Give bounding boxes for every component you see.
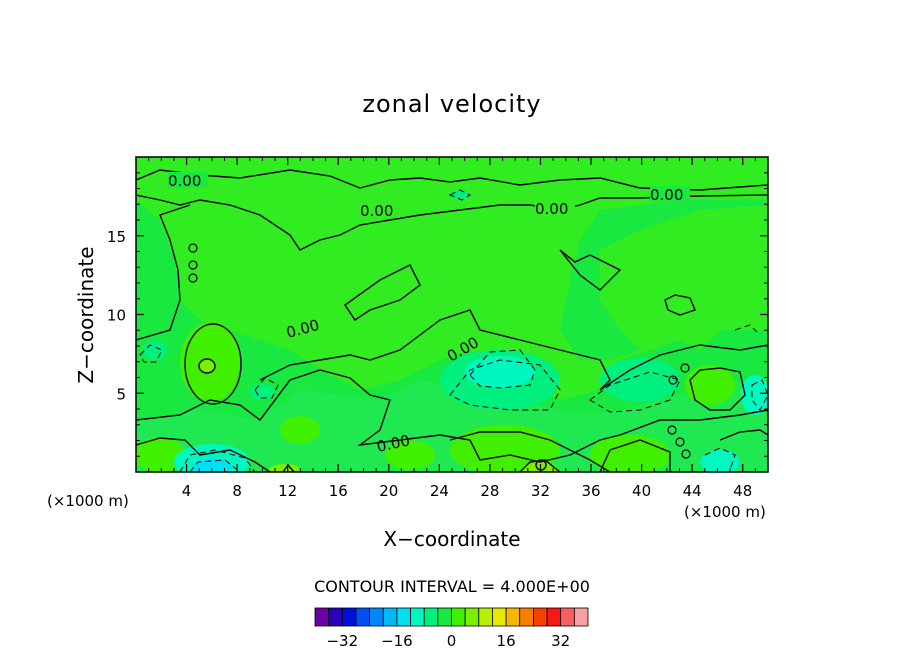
colorbar: −32 −16 0 16 32	[314, 607, 589, 650]
x-tick-label: 4	[182, 482, 192, 500]
y-tick-label: 10	[107, 307, 126, 325]
y-tick-label: 5	[116, 385, 126, 403]
colorbar-tick-label: 16	[497, 632, 516, 650]
x-tick-label: 44	[683, 482, 702, 500]
x-tick-label: 8	[232, 482, 242, 500]
colorbar-swatch	[478, 607, 493, 627]
contour-interval-label: CONTOUR INTERVAL = 4.000E+00	[314, 577, 590, 596]
colorbar-tick-label: 32	[551, 632, 570, 650]
colorbar-swatch	[492, 607, 507, 627]
colorbar-swatch	[505, 607, 521, 627]
colorbar-swatch	[396, 607, 411, 627]
x-unit-label-left: (×1000 m)	[47, 492, 129, 510]
colorbar-swatch	[314, 607, 330, 627]
colorbar-swatch	[533, 607, 548, 627]
colorbar-swatch	[560, 607, 575, 627]
colorbar-tick-label: −32	[326, 632, 358, 650]
chart-title: zonal velocity	[362, 90, 541, 118]
contour-label: 0.00	[650, 186, 683, 204]
colorbar-swatch	[437, 607, 452, 627]
y-axis-title: Z−coordinate	[74, 246, 98, 383]
colorbar-swatch	[355, 607, 371, 627]
x-tick-label: 48	[733, 482, 752, 500]
x-tick-label: 36	[581, 482, 600, 500]
colorbar-swatch	[369, 607, 384, 627]
contour-label: 0.00	[168, 172, 201, 190]
x-tick-label: 12	[278, 482, 297, 500]
contour-labels: 0.00 0.00 0.00 0.00 0.00 0.00 0.00	[168, 172, 690, 456]
x-tick-label: 40	[632, 482, 651, 500]
colorbar-swatch	[328, 607, 343, 627]
colorbar-swatch	[382, 607, 398, 627]
x-tick-label: 32	[531, 482, 550, 500]
colorbar-tick-label: 0	[447, 632, 457, 650]
colorbar-tick-label: −16	[381, 632, 413, 650]
colorbar-swatch	[423, 607, 439, 627]
colorbar-swatch	[410, 607, 425, 627]
colorbar-swatch	[341, 607, 357, 627]
contour-label: 0.00	[535, 200, 568, 218]
contour-label: 0.00	[360, 202, 393, 220]
x-tick-label: 28	[480, 482, 499, 500]
x-tick-label: 20	[379, 482, 398, 500]
contour-field: 0.00 0.00 0.00 0.00 0.00 0.00 0.00	[136, 157, 768, 472]
colorbar-swatch	[464, 607, 480, 627]
x-tick-label: 24	[430, 482, 449, 500]
colorbar-swatch	[451, 607, 466, 627]
x-axis-title: X−coordinate	[383, 527, 520, 551]
colorbar-swatch	[573, 607, 589, 627]
x-tick-label: 16	[329, 482, 348, 500]
colorbar-swatch	[519, 607, 534, 627]
colorbar-swatch	[546, 607, 562, 627]
x-unit-label-right: (×1000 m)	[684, 503, 766, 521]
y-tick-label: 15	[107, 228, 126, 246]
